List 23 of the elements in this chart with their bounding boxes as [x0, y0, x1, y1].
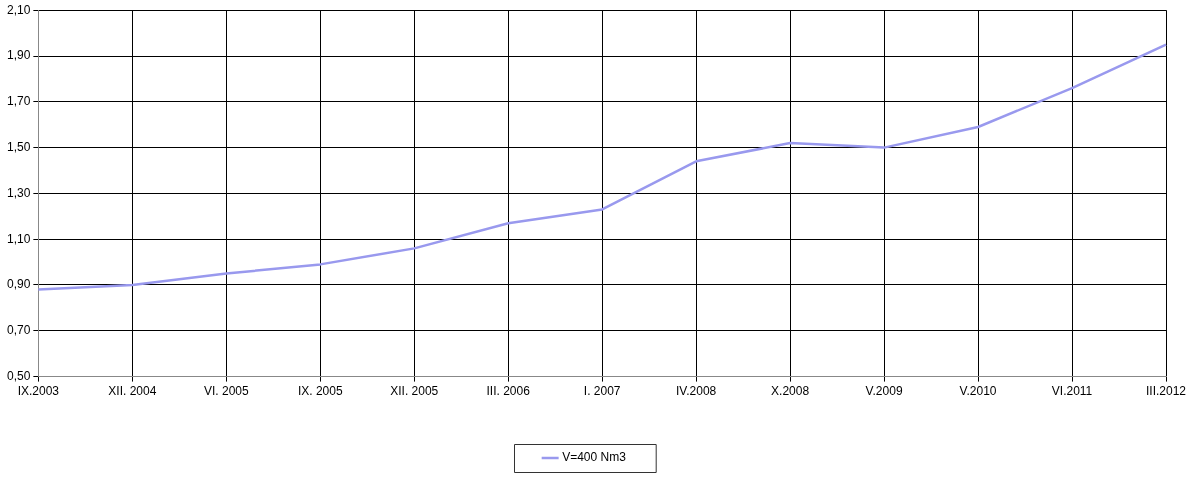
x-tick-label: VI. 2005 — [203, 384, 249, 399]
x-tick-label: III. 2006 — [486, 384, 531, 399]
x-tick-label: X.2008 — [771, 384, 810, 399]
y-tick-label: 0,50 — [7, 368, 31, 383]
y-tick-label: 1,30 — [7, 185, 31, 200]
y-tick-label: 2,10 — [7, 2, 31, 17]
x-tick-label: XII. 2005 — [390, 384, 439, 399]
y-tick-label: 1,90 — [7, 48, 31, 63]
y-tick-label: 1,70 — [7, 94, 31, 109]
y-tick-label: 1,50 — [7, 139, 31, 154]
x-tick-label: IX.2003 — [17, 384, 60, 399]
y-tick-label: 0,70 — [7, 323, 31, 338]
x-tick-label: VI.2011 — [1051, 384, 1093, 399]
x-tick-label: I. 2007 — [583, 384, 621, 399]
y-tick-label: 1,10 — [7, 231, 31, 246]
x-tick-label: III.2012 — [1145, 384, 1187, 399]
x-tick-label: V.2010 — [959, 384, 997, 399]
x-tick-label: V.2009 — [865, 384, 903, 399]
x-tick-label: IX. 2005 — [297, 384, 343, 399]
legend-label: V=400 Nm3 — [562, 450, 627, 465]
y-tick-label: 0,90 — [7, 277, 31, 292]
x-tick-label: IV.2008 — [676, 384, 717, 399]
x-tick-label: XII. 2004 — [108, 384, 157, 399]
